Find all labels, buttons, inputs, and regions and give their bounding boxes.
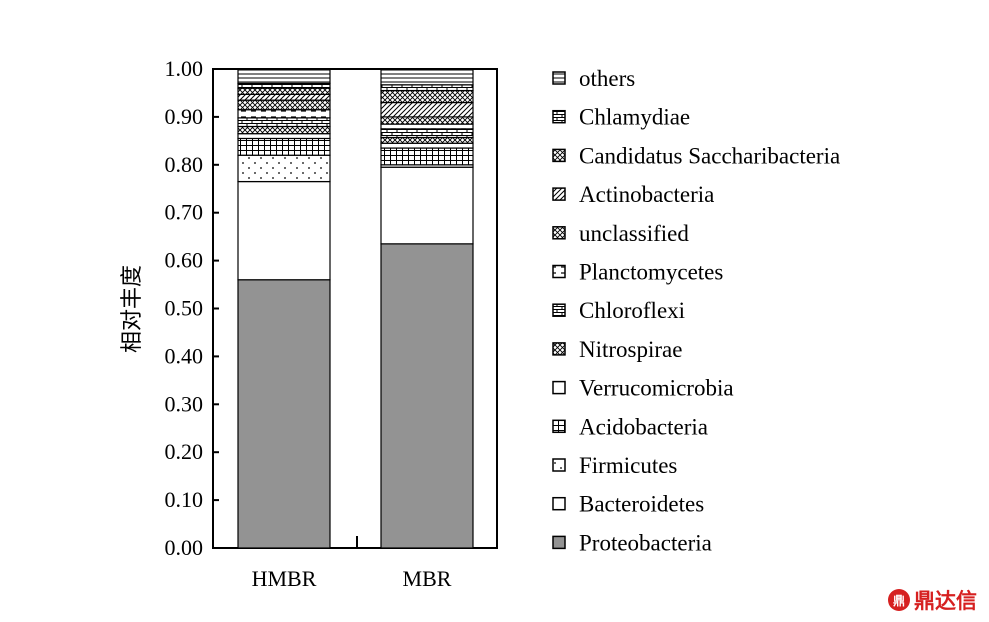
bar-segment-chlamydiae [237, 82, 331, 89]
y-tick-label: 0.30 [165, 391, 204, 416]
y-tick-label: 0.00 [165, 535, 204, 560]
legend-swatch [552, 148, 566, 163]
legend-label: Nitrospirae [579, 337, 682, 362]
bars-group [237, 68, 474, 549]
bar-segment-chloroflexi [237, 117, 331, 128]
legend-label: Planctomycetes [579, 260, 723, 285]
y-axis-label: 相对丰度 [120, 265, 145, 353]
legend-label: others [579, 66, 635, 91]
svg-text:鼎: 鼎 [893, 594, 905, 608]
legend-swatch [552, 419, 566, 434]
legend-swatch [552, 71, 566, 85]
legend-label: Verrucomicrobia [579, 376, 734, 401]
bar-segment-bacteroidetes [380, 166, 474, 245]
bar-segment-unclassified [380, 116, 474, 125]
legend-swatch [552, 264, 566, 279]
bar-segment-others [237, 68, 331, 84]
bar-segment-nitrospirae [237, 125, 331, 135]
y-tick-label: 0.90 [165, 104, 204, 129]
legend-swatch [552, 187, 566, 201]
legend-swatch [552, 342, 566, 356]
bar-segment-proteobacteria [237, 279, 331, 549]
bar-segment-firmicutes [237, 154, 331, 183]
bar-segment-nitrospirae [380, 136, 474, 144]
legend-label: Candidatus Saccharibacteria [579, 143, 840, 168]
legend-swatch [552, 109, 566, 124]
y-tick-label: 0.20 [165, 439, 204, 464]
legend-swatch [552, 380, 566, 395]
legend-label: unclassified [579, 221, 689, 246]
bar-segment-candidatus-saccharibacteria [237, 87, 331, 95]
bar-segment-acidobacteria [380, 147, 474, 166]
bar-segment-acidobacteria [237, 137, 331, 156]
bar-segment-chlamydiae [380, 84, 474, 92]
y-tick-label: 0.40 [165, 343, 204, 368]
x-category-label: MBR [403, 566, 452, 591]
bar-segment-verrucomicrobia [380, 142, 474, 149]
legend-label: Actinobacteria [579, 182, 714, 207]
watermark-text: 鼎达信 [914, 589, 977, 613]
bar-segment-chloroflexi [380, 128, 474, 139]
bar-segment-planctomycetes [380, 123, 474, 130]
bar-segment-unclassified [237, 99, 331, 111]
legend-label: Proteobacteria [579, 530, 712, 555]
legend-label: Bacteroidetes [579, 492, 704, 517]
bar-segment-proteobacteria [380, 243, 474, 549]
legend-swatch [552, 303, 566, 317]
legend: others Chlamydiae Candidatus Saccharibacte… [552, 66, 840, 555]
y-tick-label: 1.00 [165, 56, 204, 81]
legend-label: Acidobacteria [579, 414, 708, 439]
bar-segment-actinobacteria [380, 101, 474, 118]
legend-swatch [552, 458, 566, 472]
y-tick-label: 0.10 [165, 487, 204, 512]
legend-label: Firmicutes [579, 453, 677, 478]
legend-swatch [552, 535, 566, 550]
bar-segment-actinobacteria [237, 93, 331, 101]
y-tick-label: 0.60 [165, 248, 204, 273]
y-axis-ticks: 0.00 0.10 0.20 0.30 0.40 0.50 0.60 0.70 0.80 0.90… [165, 56, 358, 560]
legend-swatch [552, 226, 566, 240]
x-axis-labels: HMBR MBR [252, 566, 452, 591]
bar-segment-planctomycetes [237, 109, 331, 119]
bar-segment-verrucomicrobia [237, 133, 331, 140]
bar-segment-candidatus-saccharibacteria [380, 89, 474, 104]
y-tick-label: 0.80 [165, 152, 204, 177]
legend-label: Chloroflexi [579, 298, 685, 323]
bar-segment-others [380, 68, 474, 86]
legend-label: Chlamydiae [579, 105, 690, 130]
logo-icon [888, 589, 910, 611]
y-tick-label: 0.70 [165, 200, 204, 225]
watermark-logo: 鼎 鼎达信 [888, 589, 977, 613]
legend-swatch [552, 496, 566, 511]
bar-segment-bacteroidetes [237, 180, 331, 281]
x-category-label: HMBR [252, 566, 317, 591]
y-tick-label: 0.50 [165, 296, 204, 321]
